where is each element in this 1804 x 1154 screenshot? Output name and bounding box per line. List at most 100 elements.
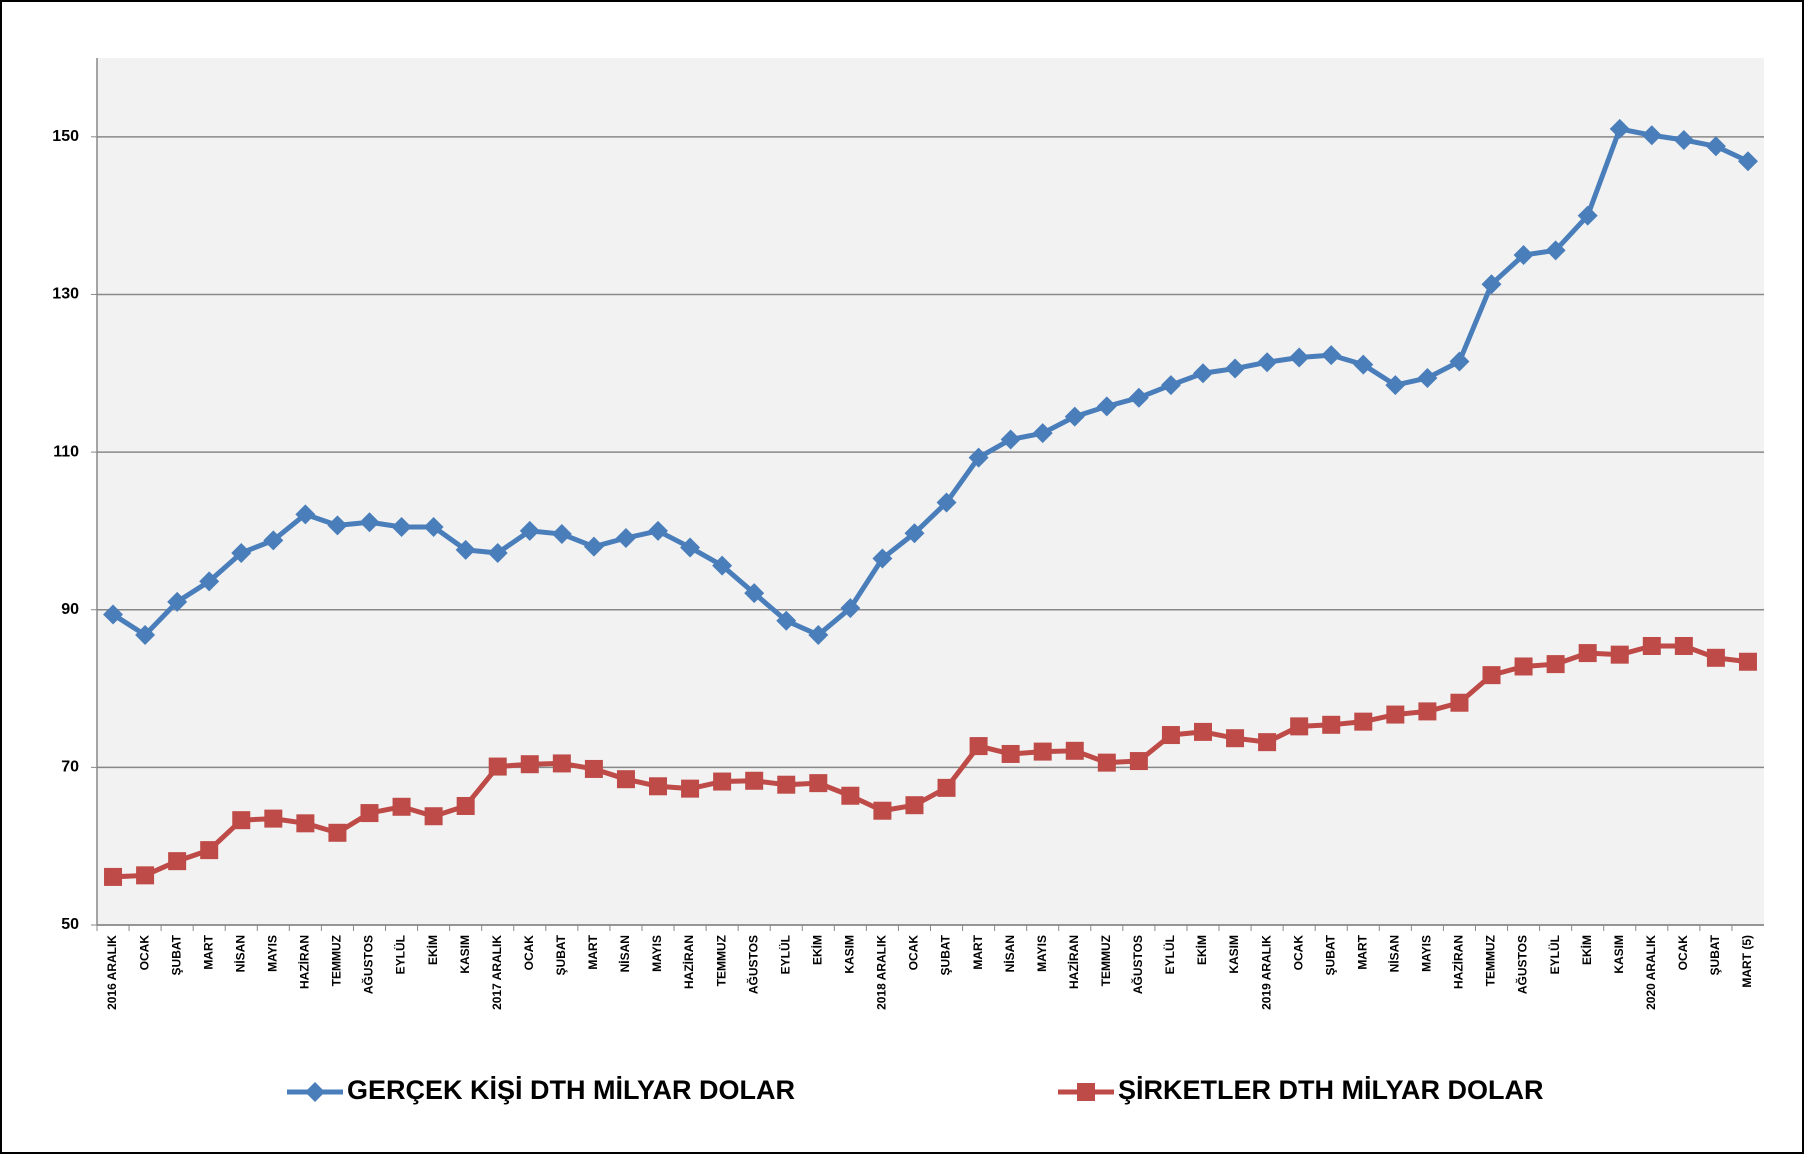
y-tick-label: 90 — [61, 601, 79, 618]
data-point — [584, 759, 603, 778]
data-point — [1738, 652, 1757, 671]
data-point — [1545, 240, 1566, 261]
data-point — [1289, 347, 1310, 368]
x-tick-label: AĞUSTOS — [745, 935, 760, 994]
data-point — [713, 772, 732, 791]
data-point — [392, 797, 411, 816]
x-tick-label: OCAK — [137, 935, 151, 971]
data-point — [1546, 655, 1565, 674]
x-tick-label: ŞUBAT — [1323, 934, 1337, 975]
x-tick-label: NİSAN — [617, 935, 632, 972]
x-tick-label: NİSAN — [1002, 935, 1017, 972]
data-point — [199, 571, 220, 592]
y-tick-label: 70 — [61, 759, 79, 776]
data-point — [583, 536, 604, 557]
data-point — [1321, 345, 1342, 366]
x-tick-label: MAYIS — [1420, 935, 1434, 972]
x-tick-label: MAYIS — [265, 935, 279, 972]
data-point — [1322, 715, 1341, 734]
data-point — [969, 737, 988, 756]
data-point — [1481, 274, 1502, 295]
data-point — [1193, 722, 1212, 741]
data-point — [1129, 752, 1148, 771]
data-point — [1450, 693, 1469, 712]
data-point — [104, 867, 123, 886]
data-point — [1065, 741, 1084, 760]
data-point — [1160, 375, 1181, 396]
data-point — [1000, 429, 1021, 450]
x-tick-label: EYLÜL — [393, 935, 408, 974]
y-tick-label: 50 — [61, 916, 79, 933]
x-tick-label: ŞUBAT — [1708, 934, 1722, 975]
data-point — [1161, 726, 1180, 745]
x-tick-label: HAZİRAN — [1066, 935, 1081, 989]
x-tick-label: EYLÜL — [777, 935, 792, 974]
x-tick-label: OCAK — [522, 935, 536, 971]
data-point — [1514, 657, 1533, 676]
x-tick-label: KASIM — [1227, 935, 1241, 974]
series-line — [111, 126, 1750, 638]
x-tick-label: TEMMUZ — [1484, 935, 1498, 986]
data-point — [231, 542, 252, 563]
data-point — [1354, 712, 1373, 731]
x-tick-label: NİSAN — [232, 935, 247, 972]
data-point — [744, 583, 765, 604]
x-tick-label: MART — [201, 934, 215, 969]
data-point — [168, 852, 187, 871]
data-point — [905, 796, 924, 815]
data-point — [1257, 352, 1278, 373]
data-point — [649, 777, 668, 796]
data-point — [456, 796, 475, 815]
data-point — [809, 774, 828, 793]
x-tick-label: OCAK — [1676, 935, 1690, 971]
data-point — [1290, 717, 1309, 736]
data-point — [904, 523, 925, 544]
x-tick-label: MAYIS — [650, 935, 664, 972]
data-point — [1353, 354, 1374, 375]
x-tick-label: 2017 ARALIK — [490, 935, 504, 1010]
x-tick-label: 2020 ARALIK — [1644, 935, 1658, 1010]
data-point — [1385, 375, 1406, 396]
data-point — [1096, 396, 1117, 417]
data-point — [1226, 729, 1245, 748]
data-point — [777, 775, 796, 794]
data-point — [680, 537, 701, 558]
x-tick-label: EYLÜL — [1547, 935, 1562, 974]
data-point — [1417, 368, 1438, 389]
data-point — [615, 528, 636, 549]
x-tick-label: TEMMUZ — [1099, 935, 1113, 986]
x-tick-label: ŞUBAT — [554, 934, 568, 975]
data-point — [1674, 636, 1693, 655]
data-point — [424, 807, 443, 826]
x-tick-label: AĞUSTOS — [1130, 935, 1145, 994]
x-tick-label: MART — [586, 934, 600, 969]
data-point — [1258, 733, 1277, 752]
x-tick-label: 2018 ARALIK — [875, 935, 889, 1010]
legend-marker — [1077, 1083, 1095, 1101]
data-point — [1482, 666, 1501, 685]
x-tick-label: MART (5) — [1740, 935, 1754, 988]
data-point — [745, 771, 764, 790]
data-point — [1737, 151, 1758, 172]
x-tick-label: HAZİRAN — [681, 935, 696, 989]
x-tick-label: KASIM — [458, 935, 472, 974]
data-point — [1705, 136, 1726, 157]
x-tick-label: MART — [1355, 934, 1369, 969]
series-line — [112, 643, 1749, 880]
data-point — [648, 520, 669, 541]
plot-area — [97, 58, 1764, 925]
x-tick-label: AĞUSTOS — [1515, 935, 1530, 994]
data-point — [1033, 742, 1052, 761]
data-point — [551, 524, 572, 545]
data-point — [136, 866, 155, 885]
x-tick-label: EKİM — [425, 935, 440, 965]
data-point — [487, 542, 508, 563]
data-point — [520, 755, 539, 774]
x-tick-label: TEMMUZ — [330, 935, 344, 986]
x-tick-label: AĞUSTOS — [361, 935, 376, 994]
data-point — [840, 598, 861, 619]
y-tick-label: 110 — [53, 443, 79, 460]
data-point — [808, 624, 829, 645]
data-point — [391, 516, 412, 537]
